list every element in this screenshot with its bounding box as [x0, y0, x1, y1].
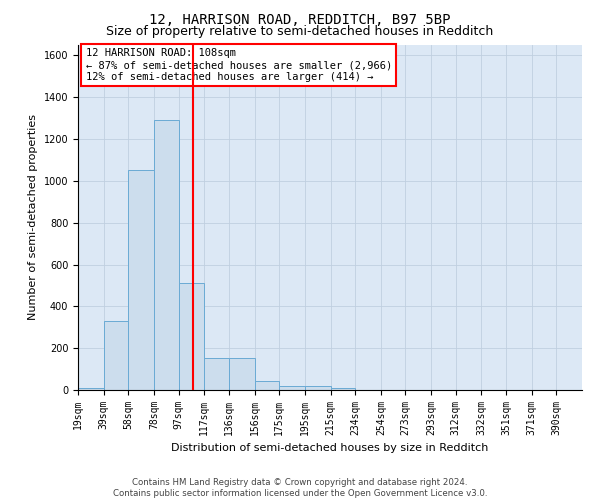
- Bar: [305, 386, 331, 390]
- Text: Contains HM Land Registry data © Crown copyright and database right 2024.
Contai: Contains HM Land Registry data © Crown c…: [113, 478, 487, 498]
- Bar: [279, 386, 305, 390]
- Bar: [229, 358, 254, 390]
- Bar: [154, 120, 179, 390]
- Bar: [128, 170, 154, 390]
- Bar: [78, 388, 104, 390]
- Bar: [205, 358, 229, 390]
- Bar: [331, 388, 355, 390]
- Text: 12, HARRISON ROAD, REDDITCH, B97 5BP: 12, HARRISON ROAD, REDDITCH, B97 5BP: [149, 12, 451, 26]
- Text: 12 HARRISON ROAD: 108sqm
← 87% of semi-detached houses are smaller (2,966)
12% o: 12 HARRISON ROAD: 108sqm ← 87% of semi-d…: [86, 48, 392, 82]
- X-axis label: Distribution of semi-detached houses by size in Redditch: Distribution of semi-detached houses by …: [172, 444, 488, 454]
- Bar: [104, 321, 128, 390]
- Text: Size of property relative to semi-detached houses in Redditch: Size of property relative to semi-detach…: [106, 25, 494, 38]
- Bar: [254, 380, 279, 390]
- Y-axis label: Number of semi-detached properties: Number of semi-detached properties: [28, 114, 38, 320]
- Bar: [179, 284, 205, 390]
